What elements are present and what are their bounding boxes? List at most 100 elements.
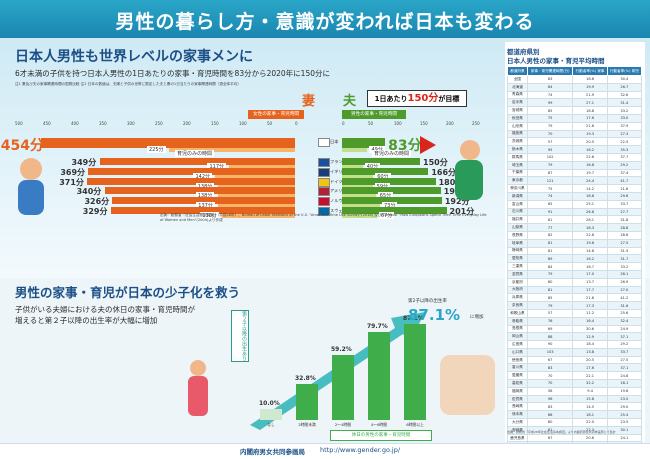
prefecture-table-body: 全国 83 18.6 30.4 北海道 64 19.9 26.7 青森県 74 21.9 32.6 岩手…	[507, 75, 643, 451]
husband-bar	[342, 177, 436, 185]
prefecture-cell: 14.2	[572, 184, 608, 193]
husband-childcare-label: 65分	[377, 192, 394, 200]
husband-bar	[342, 158, 420, 165]
prefecture-row: 長崎県 83 14.5 29.0	[507, 402, 643, 412]
axis-left-tick: 50	[267, 121, 273, 126]
prefecture-cell: 徳島県	[507, 355, 528, 365]
prefecture-cell: 26.7	[606, 82, 643, 92]
prefecture-row: 岐阜県 81 19.6 27.5	[507, 238, 643, 248]
prefecture-cell: 22.5	[606, 137, 643, 147]
footer-gov: 内閣府男女共同参画局	[240, 448, 305, 456]
prefecture-cell: 鳥取県	[507, 316, 528, 326]
husband-value-label: 192分	[444, 197, 470, 207]
prefecture-cell: 30.4	[606, 75, 643, 84]
prefecture-cell: 90	[526, 340, 574, 349]
husband-value-label: 201分	[449, 207, 475, 216]
wife-childcare-bar	[229, 165, 295, 169]
wife-value-label: 326分	[84, 197, 110, 207]
prefecture-cell: 76	[526, 316, 574, 326]
prefecture-cell: 栃木県	[507, 145, 528, 154]
prefecture-cell: 28.8	[606, 223, 643, 232]
prefecture-cell: 19.6	[606, 386, 643, 396]
prefecture-cell: 29.2	[606, 340, 643, 349]
prefecture-cell: 29.0	[606, 402, 643, 412]
section2-title: 男性の家事・育児が日本の少子化を救う	[15, 285, 241, 300]
sweden-flag-icon	[318, 207, 330, 216]
husband-bar	[342, 167, 429, 175]
prefecture-cell: 16.2	[572, 145, 608, 154]
wife-childcare-bar	[222, 214, 295, 218]
prefecture-cell: 13.8	[572, 347, 608, 357]
father-illustration	[460, 140, 480, 160]
prefecture-cell: 香川県	[507, 363, 528, 373]
prefecture-cell: 75	[526, 184, 574, 193]
prefecture-row: 北海道 64 19.9 26.7	[507, 82, 643, 92]
prefecture-cell: 山梨県	[507, 223, 528, 232]
prefecture-cell: 25.6	[606, 308, 643, 318]
husband-bar	[342, 207, 447, 214]
prefecture-cell: 85	[526, 293, 574, 303]
goal-suffix: が目標	[438, 95, 460, 103]
goal-value: 150分	[407, 93, 439, 104]
prefecture-cell: 三重県	[507, 262, 528, 271]
prefecture-cell: 19.9	[572, 82, 608, 92]
prefecture-cell: 愛知県	[507, 254, 528, 264]
prefecture-cell: 64	[526, 82, 574, 92]
prefecture-row: 東京都 121 24.4 41.7	[507, 176, 643, 186]
prefecture-cell: 18.6	[572, 75, 608, 84]
prefecture-cell: 91	[526, 207, 574, 217]
prefecture-cell: 17.6	[572, 363, 608, 373]
prefecture-row: 兵庫県 85 21.8 41.2	[507, 293, 643, 303]
prefecture-cell: 群馬県	[507, 152, 528, 162]
husband-childcare-bar	[342, 165, 363, 169]
prefecture-cell: 埼玉県	[507, 160, 528, 170]
prefecture-cell: 23.5	[606, 418, 643, 427]
prefecture-cell: 37.7	[606, 152, 643, 162]
wife-childcare-label: 117分	[207, 163, 227, 170]
prefecture-cell: 89	[526, 254, 574, 264]
birth-rate-category-label: 4～6時間	[370, 422, 388, 427]
prefecture-cell: 26.9	[606, 277, 643, 287]
prefecture-cell: 102	[526, 152, 574, 162]
prefecture-header-cell: 家事・育児関連時間(分)	[526, 66, 574, 76]
prefecture-cell: 83	[526, 402, 574, 412]
prefecture-cell: 32.4	[606, 316, 643, 326]
prefecture-row: 高知県 70 32.2 18.1	[507, 379, 643, 388]
husband-bar	[342, 197, 442, 205]
prefecture-cell: 17.3	[572, 301, 608, 310]
axis-left-tick: 350	[99, 121, 107, 126]
footer-url[interactable]: http://www.gender.go.jp/	[320, 446, 401, 454]
wife-childcare-label: 138分	[195, 182, 215, 190]
axis-left-tick: 500	[15, 121, 23, 126]
prefecture-row: 和歌山県 57 11.2 25.6	[507, 308, 643, 318]
wife-childcare-bar	[169, 148, 295, 152]
prefecture-cell: 20.5	[572, 137, 608, 147]
prefecture-cell: 21.9	[572, 90, 608, 100]
prefecture-cell: 24.4	[572, 176, 608, 186]
prefecture-cell: 17.6	[572, 113, 608, 123]
axis-right-tick: 0	[342, 121, 345, 126]
wife-value-label: 340分	[76, 187, 102, 197]
axis-left-tick: 150	[211, 121, 219, 126]
prefecture-cell: 13.7	[572, 277, 608, 287]
prefecture-cell: 25.1	[572, 199, 608, 209]
prefecture-cell: 99	[526, 98, 574, 108]
prefecture-cell: 17.0	[572, 269, 608, 279]
prefecture-cell: 31.5	[606, 246, 643, 256]
wife-bar	[87, 177, 295, 185]
country-name: アメリカ	[330, 188, 347, 194]
prefecture-row: 茨城県 57 20.5 22.5	[507, 137, 643, 147]
family-illustration	[440, 355, 495, 415]
cart-father-body-illustration	[188, 376, 208, 416]
husband-legend: 男性の家事・育児時間	[342, 110, 406, 119]
prefecture-cell: 北海道	[507, 82, 528, 92]
prefecture-cell: 81	[526, 246, 574, 256]
prefecture-title2: 日本人男性の家事・育児平均時間	[507, 57, 605, 65]
prefecture-cell: 79	[526, 301, 574, 310]
wife-childcare-label: 225分	[147, 146, 166, 153]
prefecture-cell: 茨城県	[507, 137, 528, 147]
prefecture-cell: 37.1	[606, 332, 643, 342]
prefecture-cell: 21.8	[572, 293, 608, 303]
prefecture-cell: 65	[526, 199, 574, 209]
country-name: ノルウェー	[330, 198, 351, 204]
